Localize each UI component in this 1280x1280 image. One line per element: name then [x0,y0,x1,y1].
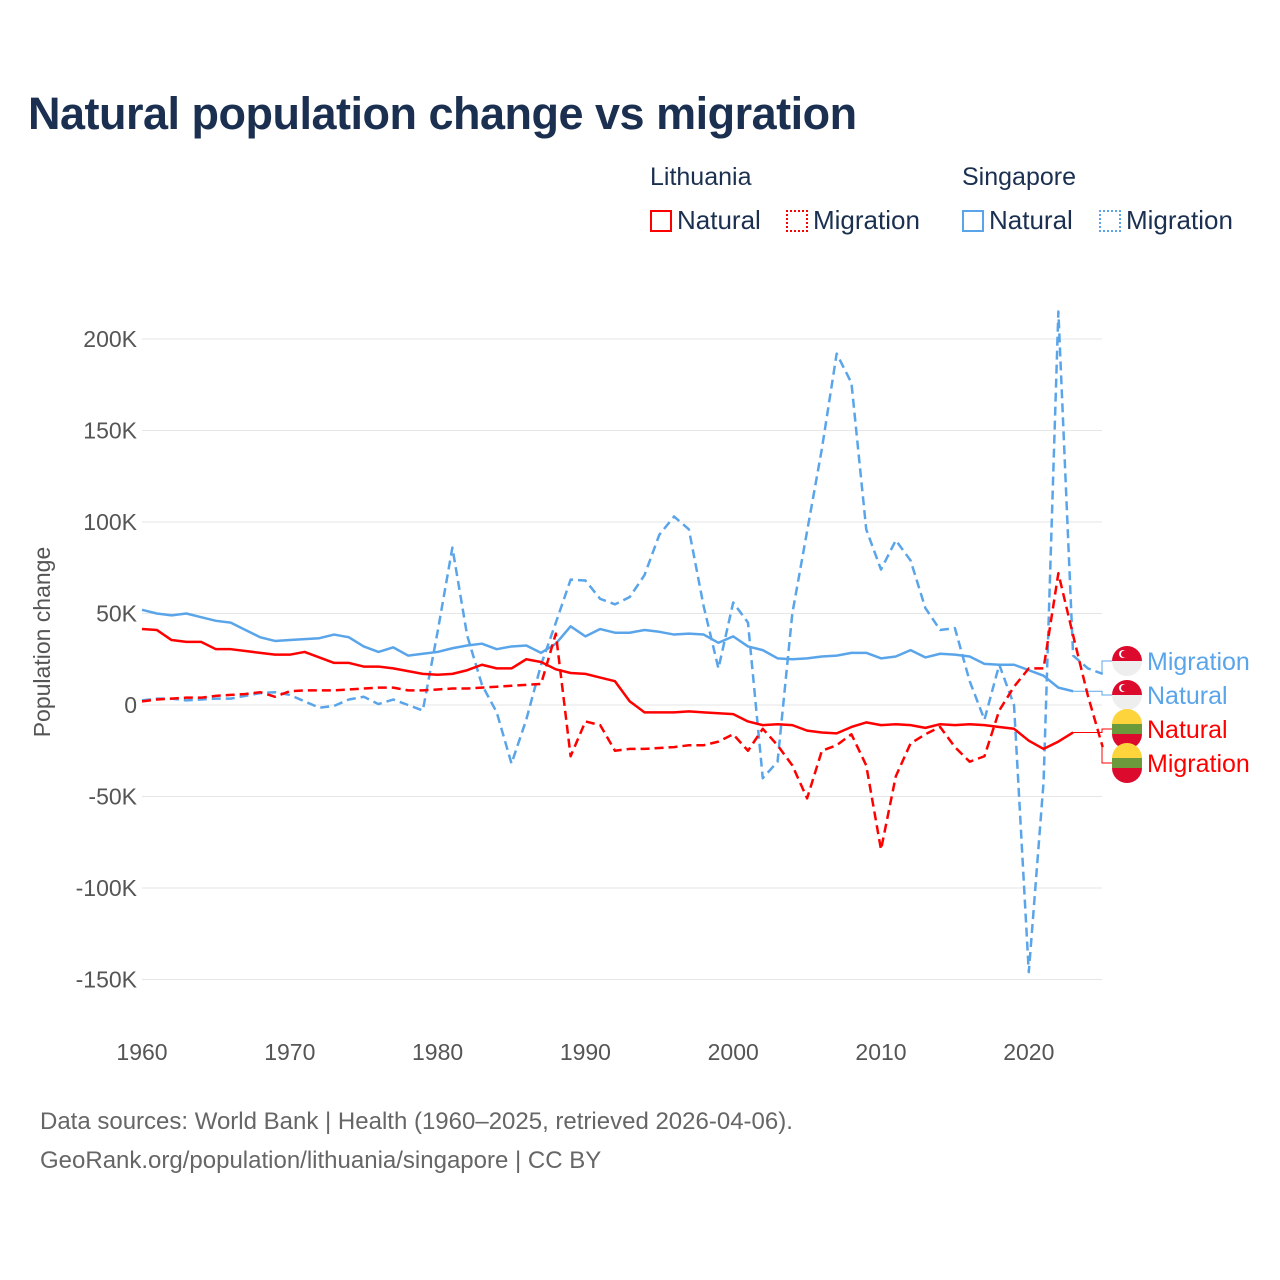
lithuania-flag-icon [1112,709,1142,724]
legend-singapore-migration[interactable]: Migration [1099,205,1233,236]
legend-swatch-solid-blue [962,209,984,232]
legend-label: Migration [1126,205,1233,235]
singapore-flag-icon [1112,680,1142,695]
legend-swatch-dotted-blue [1099,209,1121,232]
legend-group-lithuania: Lithuania [650,163,752,191]
crescent-icon [1119,684,1127,692]
legend-lithuania-migration[interactable]: Migration [786,205,920,236]
x-tick-label: 1990 [560,1039,611,1065]
singapore-flag-icon [1112,646,1142,661]
series-end-label: Migration [1147,750,1250,778]
y-tick-label: -150K [76,967,138,993]
series-line-singapore-migration [141,310,1104,974]
legend-label: Natural [677,205,761,235]
crescent-icon [1121,650,1128,658]
singapore-flag-icon [1112,695,1142,710]
crescent-icon [1121,684,1128,692]
label-leader-line [1101,660,1112,675]
series-line-lithuania-migration [141,571,1104,851]
y-tick-label: 150K [83,418,137,444]
legend-lithuania-natural[interactable]: Natural [650,205,761,236]
legend-swatch-solid-red [650,209,672,232]
lithuania-flag-icon [1112,734,1142,749]
series-end-label: Migration [1147,648,1250,676]
y-tick-label: 200K [83,326,137,352]
y-tick-label: 100K [83,509,137,535]
label-leader-line [1101,746,1112,764]
lithuania-flag-icon [1112,768,1142,783]
lithuania-flag-icon [1112,743,1142,758]
y-tick-label: -100K [76,875,138,901]
lithuania-flag-icon [1112,724,1142,734]
x-tick-label: 1970 [264,1039,315,1065]
y-tick-label: 0 [124,692,137,718]
label-leader-line [1073,728,1112,733]
x-tick-label: 2020 [1003,1039,1054,1065]
source-note: Data sources: World Bank | Health (1960–… [40,1108,793,1135]
source-link[interactable]: GeoRank.org/population/lithuania/singapo… [40,1147,602,1174]
legend-swatch-dotted-red [786,209,808,232]
series-line-lithuania-natural [141,627,1074,751]
legend-label: Migration [813,205,920,235]
series-line-singapore-natural [141,608,1074,693]
x-tick-label: 1980 [412,1039,463,1065]
chart-title: Natural population change vs migration [28,88,857,139]
singapore-flag-icon [1112,661,1142,676]
series-end-label: Natural [1147,716,1228,744]
y-axis-label: Population change [29,547,55,738]
y-tick-label: 50K [96,601,138,627]
x-tick-label: 2000 [708,1039,759,1065]
x-tick-label: 2010 [855,1039,906,1065]
y-tick-label: -50K [88,784,137,810]
lithuania-flag-icon [1112,758,1142,768]
crescent-icon [1119,650,1127,658]
legend-group-singapore: Singapore [962,163,1076,191]
series-end-label: Natural [1147,682,1228,710]
legend-singapore-natural[interactable]: Natural [962,205,1073,236]
label-leader-line [1073,690,1112,696]
x-tick-label: 1960 [116,1039,167,1065]
legend-label: Natural [989,205,1073,235]
